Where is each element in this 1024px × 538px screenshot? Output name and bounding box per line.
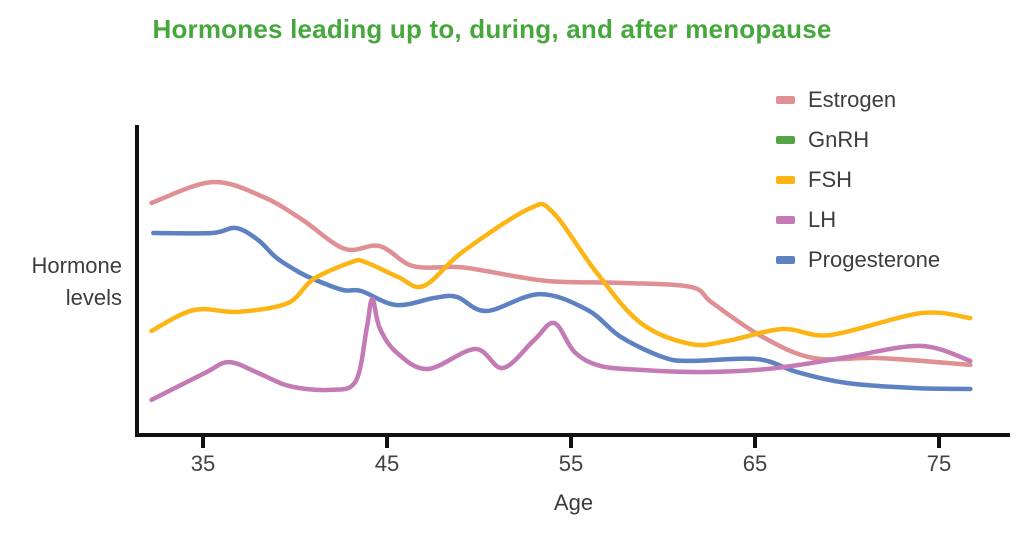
legend-item-estrogen: Estrogen	[776, 86, 940, 112]
series-line-fsh	[149, 201, 973, 348]
series-line-estrogen	[149, 179, 973, 368]
legend-label: FSH	[808, 166, 852, 192]
legend-item-fsh: FSH	[776, 166, 940, 192]
legend-item-progesterone: Progesterone	[776, 246, 941, 272]
legend-swatch	[776, 215, 795, 224]
legend-item-lh: LH	[776, 206, 940, 232]
x-tick-label: 75	[926, 451, 952, 476]
legend-label: Progesterone	[808, 246, 941, 272]
x-tick-label: 65	[742, 451, 768, 476]
y-axis-label: Hormone levels	[31, 253, 122, 310]
x-tick-label: 35	[190, 451, 216, 476]
legend-label: LH	[808, 206, 837, 232]
legend-swatch	[776, 255, 795, 264]
legend-swatch	[776, 175, 795, 184]
legend-item-gnrh: GnRH	[776, 126, 940, 152]
x-tick-label: 55	[558, 451, 584, 476]
legend-label: Estrogen	[808, 86, 897, 112]
chart-title: Hormones leading up to, during, and afte…	[152, 14, 832, 44]
x-tick-label: 45	[374, 451, 400, 476]
legend-label: GnRH	[808, 126, 870, 152]
series-line-lh	[149, 296, 973, 403]
x-axis-label: Age	[553, 490, 594, 515]
axes	[135, 125, 1010, 437]
legend-swatch	[776, 135, 795, 144]
legend-swatch	[776, 95, 795, 104]
legend: Estrogen GnRH FSH LH Progesterone	[776, 86, 941, 272]
series-line-progesterone	[151, 225, 973, 392]
